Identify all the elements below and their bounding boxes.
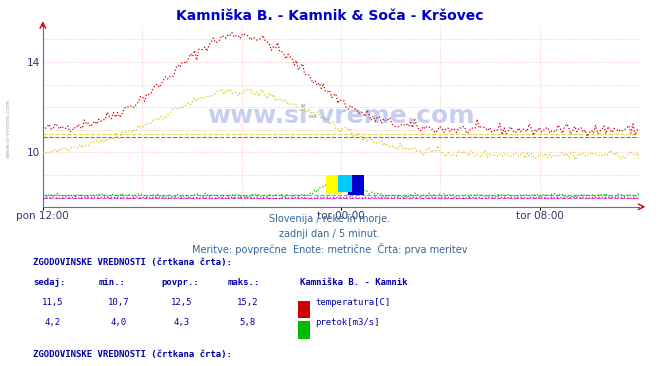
Text: 5,8: 5,8 [239,318,255,328]
Text: maks.:: maks.: [227,278,260,287]
Text: sedaj:: sedaj: [33,278,65,287]
Text: 11,5: 11,5 [42,298,63,307]
Text: Slovenija / reke in morje.: Slovenija / reke in morje. [269,214,390,224]
Text: Kamniška B. - Kamnik: Kamniška B. - Kamnik [300,278,407,287]
Text: Kamniška B. - Kamnik & Soča - Kršovec: Kamniška B. - Kamnik & Soča - Kršovec [176,9,483,23]
Bar [338,175,353,192]
Text: temperatura[C]: temperatura[C] [315,298,390,307]
Text: ZGODOVINSKE VREDNOSTI (črtkana črta):: ZGODOVINSKE VREDNOSTI (črtkana črta): [33,350,232,359]
Text: Meritve: povprečne  Enote: metrične  Črta: prva meritev: Meritve: povprečne Enote: metrične Črta:… [192,243,467,255]
Text: 4,2: 4,2 [45,318,61,328]
Text: www.si-vreme.com: www.si-vreme.com [208,104,474,128]
Text: ZGODOVINSKE VREDNOSTI (črtkana črta):: ZGODOVINSKE VREDNOSTI (črtkana črta): [33,258,232,267]
Text: www.si-vreme.com: www.si-vreme.com [5,98,11,158]
Text: 15,2: 15,2 [237,298,258,307]
Text: 4,0: 4,0 [111,318,127,328]
Text: zadnji dan / 5 minut.: zadnji dan / 5 minut. [279,229,380,239]
Bar [326,175,341,194]
Text: pretok[m3/s]: pretok[m3/s] [315,318,380,328]
Text: min.:: min.: [99,278,126,287]
Text: 10,7: 10,7 [108,298,129,307]
Bar [349,175,364,195]
Text: 4,3: 4,3 [173,318,189,328]
Text: povpr.:: povpr.: [161,278,199,287]
Text: 12,5: 12,5 [171,298,192,307]
